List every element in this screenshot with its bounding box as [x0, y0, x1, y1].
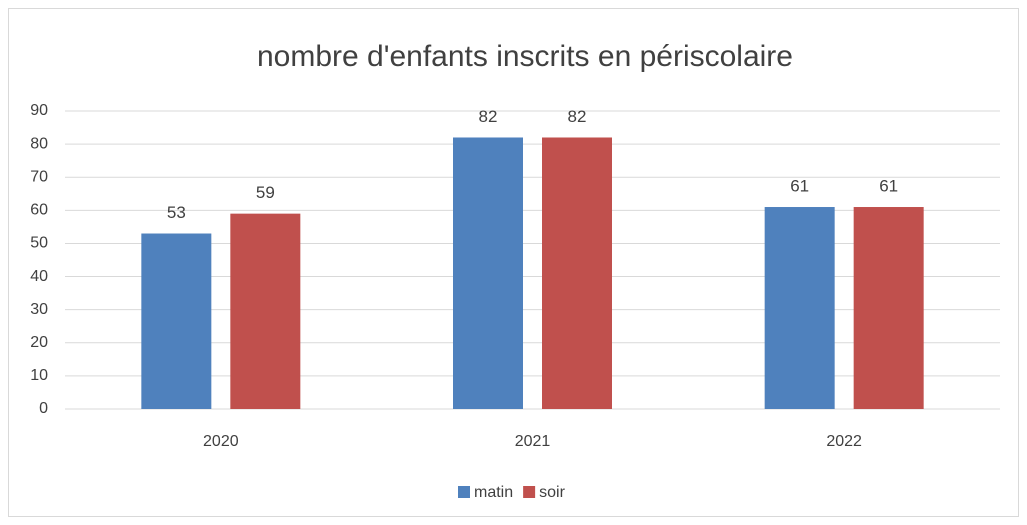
- y-tick-label: 90: [30, 102, 48, 119]
- y-tick-label: 10: [30, 367, 48, 384]
- legend-label: soir: [539, 484, 565, 501]
- y-tick-label: 30: [30, 301, 48, 318]
- value-label: 61: [879, 177, 898, 196]
- legend-swatch: [523, 486, 536, 498]
- bar: [853, 207, 924, 409]
- y-tick-label: 50: [30, 235, 48, 252]
- bar: [141, 233, 212, 409]
- x-tick-label: 2020: [203, 433, 239, 450]
- y-tick-label: 60: [30, 202, 48, 219]
- value-label: 82: [568, 107, 587, 126]
- x-tick-label: 2021: [515, 433, 551, 450]
- y-tick-label: 70: [30, 168, 48, 185]
- bar: [542, 137, 612, 409]
- value-label: 53: [167, 203, 186, 222]
- y-tick-label: 20: [30, 334, 48, 351]
- y-tick-label: 0: [39, 400, 48, 417]
- value-label: 61: [790, 177, 809, 196]
- bar: [230, 213, 301, 409]
- legend-swatch: [458, 486, 470, 498]
- chart-title: nombre d'enfants inscrits en périscolair…: [257, 40, 793, 73]
- legend-label: matin: [474, 484, 513, 501]
- value-label: 82: [479, 107, 498, 126]
- y-tick-label: 40: [30, 268, 48, 285]
- y-tick-label: 80: [30, 135, 48, 152]
- x-tick-label: 2022: [826, 433, 862, 450]
- value-label: 59: [256, 183, 275, 202]
- bar: [764, 207, 835, 409]
- bar: [453, 137, 523, 409]
